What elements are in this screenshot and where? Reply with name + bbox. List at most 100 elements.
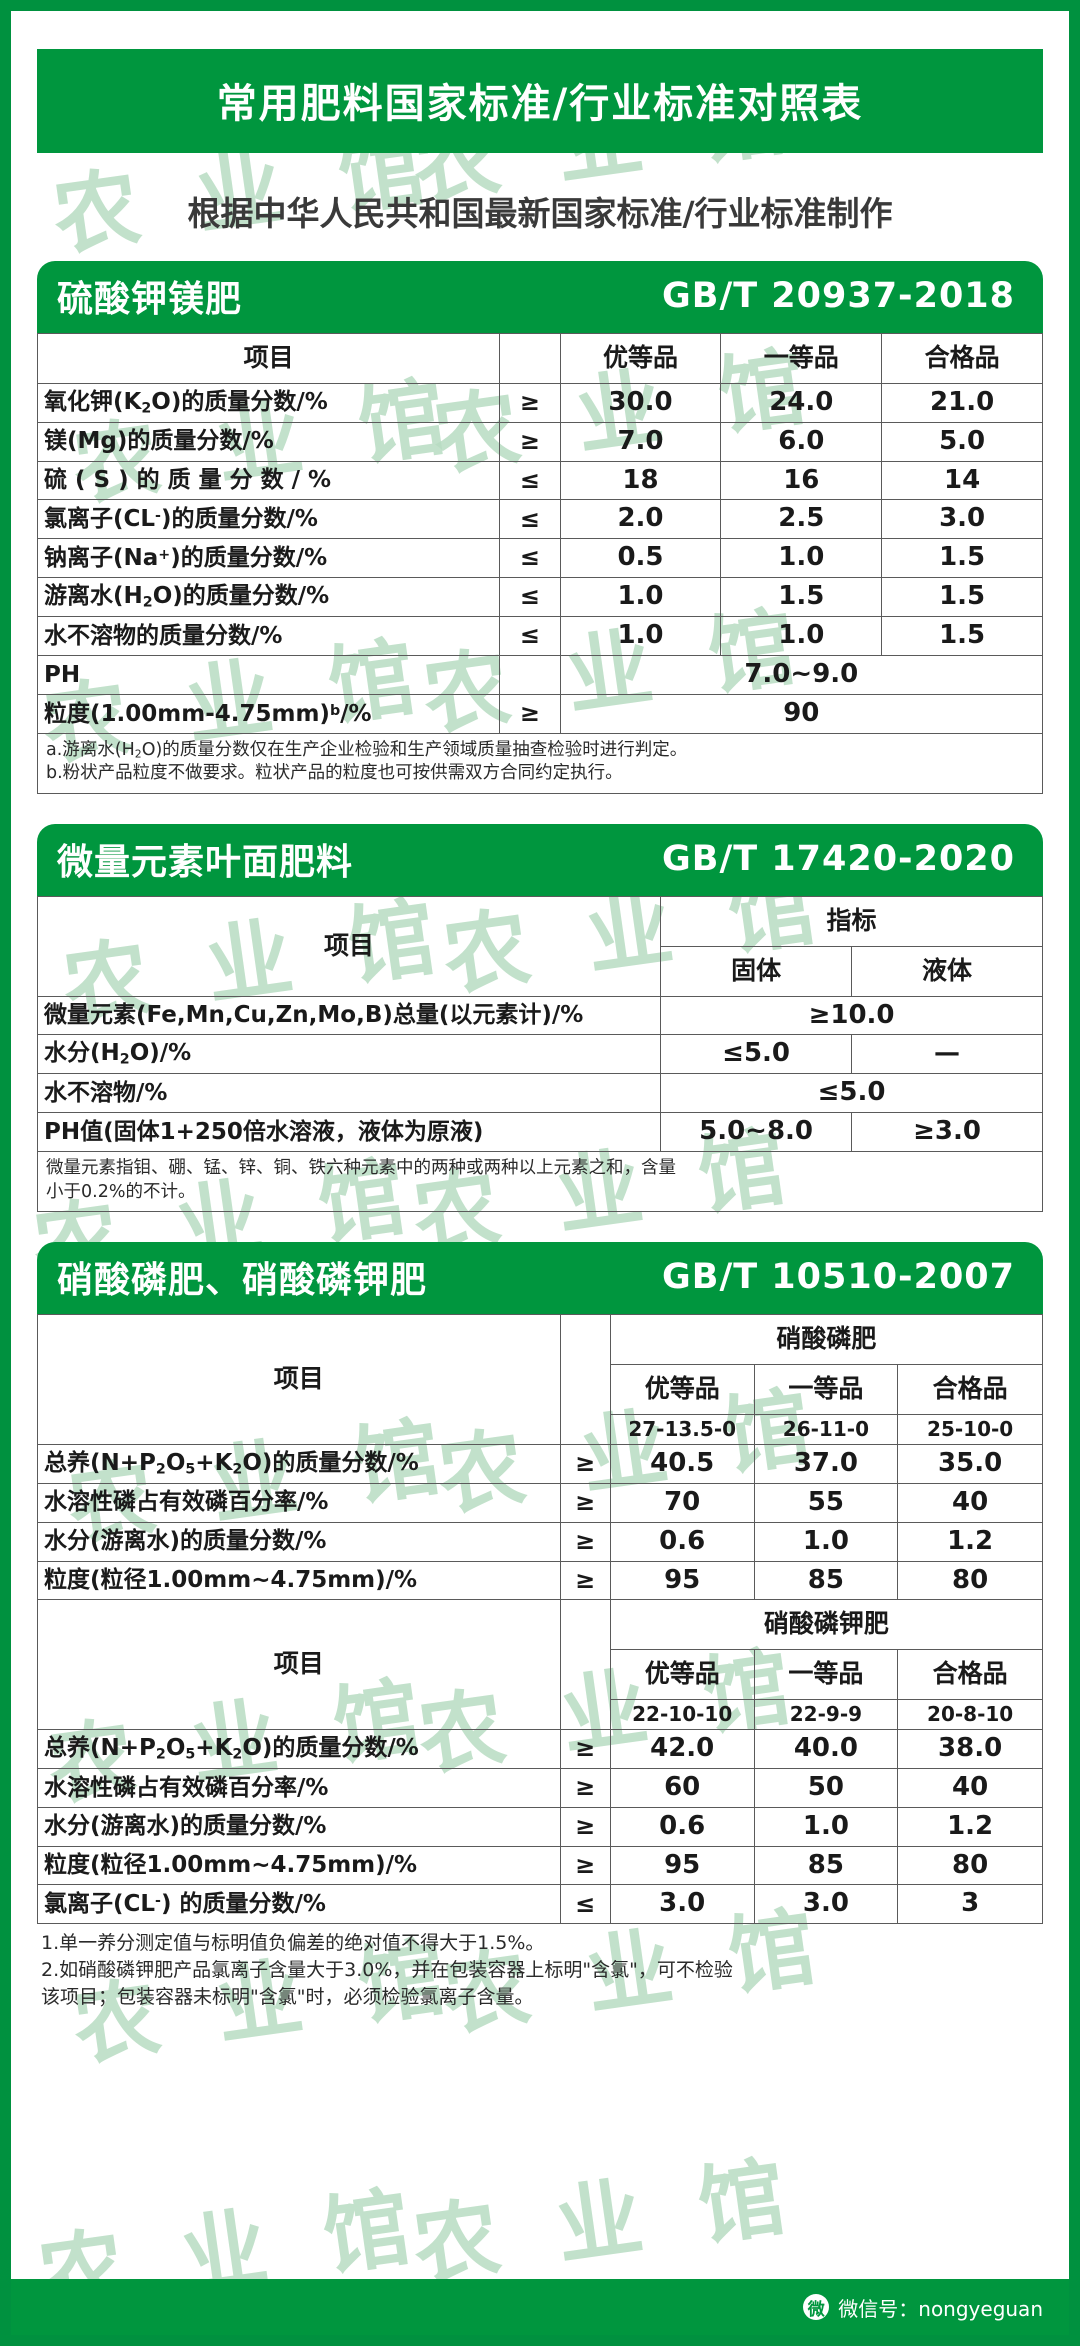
row-value-first: 50: [753, 1767, 899, 1808]
section-name: 硝酸磷肥、硝酸磷钾肥: [57, 1260, 428, 1302]
table-row: 水分(H2O)/% ≤5.0 —: [36, 1034, 1043, 1075]
row-value-qualified: 21.0: [881, 382, 1043, 423]
row-item: 水分(游离水)的质量分数/%: [37, 1806, 561, 1847]
row-item: 氯离子(CL-) 的质量分数/%: [37, 1884, 561, 1925]
row-value-qualified: 40: [897, 1767, 1043, 1808]
row-value-first: 37.0: [753, 1443, 899, 1484]
row-operator: ≤: [499, 460, 561, 501]
table-row: 水不溶物/% ≤5.0: [36, 1073, 1043, 1114]
table-row: 游离水(H2O)的质量分数/% ≤ 1.0 1.5 1.5: [36, 577, 1043, 618]
standards-table: 项目 优等品 一等品 合格品 氧化钾(K2O)的质量分数/% ≥ 30.0 24…: [36, 333, 1044, 734]
row-operator: ≥: [559, 1521, 611, 1562]
row-operator: ≥: [499, 693, 561, 734]
row-item: 水溶性磷占有效磷百分率/%: [37, 1767, 561, 1808]
section-potassium-magnesium-sulfate: 硫酸钾镁肥 GB/T 20937-2018 项目 优等品 一等品 合格品 氧化钾…: [36, 261, 1044, 795]
col-header-qualified: 合格品: [897, 1364, 1043, 1415]
row-value-first: 1.0: [753, 1521, 899, 1562]
row-value-premium: 2.0: [559, 499, 722, 540]
table-row: 水分(游离水)的质量分数/% ≥ 0.6 1.0 1.2: [37, 1521, 1043, 1562]
row-item: 粒度(粒径1.00mm~4.75mm)/%: [37, 1845, 561, 1886]
col-header-premium: 优等品: [609, 1649, 755, 1700]
row-item: 总养(N+P2O5+K2O)的质量分数/%: [37, 1728, 561, 1769]
row-value-premium: 70: [609, 1482, 755, 1523]
row-operator: ≤: [499, 577, 561, 618]
table-header-row: 27-13.5-0 26-11-0 25-10-0: [38, 1413, 1043, 1445]
row-value-premium: 95: [609, 1845, 755, 1886]
table-header-row: 项目 优等品 一等品 合格品: [36, 333, 1043, 384]
col-header-indicator: 指标: [660, 896, 1043, 947]
table-row: 粒度(粒径1.00mm~4.75mm)/% ≥ 95 85 80: [37, 1560, 1043, 1601]
row-value-first: 24.0: [720, 382, 883, 423]
col-header-item: 项目: [37, 1314, 561, 1445]
row-item: 水分(游离水)的质量分数/%: [37, 1521, 561, 1562]
row-item: 硫 ( S ) 的 质 量 分 数 / %: [36, 460, 501, 501]
wechat-account: 微 微信号：nongyeguan: [803, 2293, 1043, 2322]
row-operator: ≤: [499, 499, 561, 540]
row-value-premium: 18: [559, 460, 722, 501]
table-header-row: 项目 硝酸磷钾肥: [37, 1599, 1044, 1730]
row-operator: ≤: [559, 1884, 611, 1925]
grade-code-qualified: 25-10-0: [897, 1413, 1043, 1445]
row-value-first: 3.0: [753, 1884, 899, 1925]
row-value-span: 90: [559, 693, 1044, 734]
row-value-premium: 60: [609, 1767, 755, 1808]
note-line: b.粉状产品粒度不做要求。粒状产品的粒度也可按供需双方合同约定执行。: [46, 763, 623, 784]
row-value-first: 1.0: [720, 538, 883, 579]
row-value-premium: 7.0: [559, 421, 722, 462]
row-value-qualified: 1.5: [881, 538, 1043, 579]
section-header: 硝酸磷肥、硝酸磷钾肥 GB/T 10510-2007: [37, 1242, 1043, 1315]
row-operator: ≥: [559, 1845, 611, 1886]
row-value-qualified: 14: [881, 460, 1043, 501]
table-row: 氧化钾(K2O)的质量分数/% ≥ 30.0 24.0 21.0: [36, 382, 1043, 423]
table-row: 水分(游离水)的质量分数/% ≥ 0.6 1.0 1.2: [37, 1806, 1043, 1847]
row-value-first: 1.5: [720, 577, 883, 618]
row-item: 镁(Mg)的质量分数/%: [36, 421, 501, 462]
table-row: PH值(固体1+250倍水溶液，液体为原液) 5.0~8.0 ≥3.0: [36, 1112, 1043, 1153]
row-item: 水不溶物/%: [36, 1073, 662, 1114]
row-value-first: 2.5: [720, 499, 883, 540]
row-operator: [499, 654, 561, 695]
standards-table: 项目 硝酸磷肥 优等品 一等品 合格品 27-13.5-0 26-11-0 25…: [37, 1314, 1044, 1925]
row-item: 粒度(1.00mm-4.75mm)b/%: [36, 693, 501, 734]
table-notes: 微量元素指钼、硼、锰、锌、铜、铁六种元素中的两种或两种以上元素之和，含量 小于0…: [37, 1152, 1043, 1213]
row-value-span: ≥10.0: [660, 995, 1043, 1036]
col-header-liquid: 液体: [851, 945, 1043, 997]
row-value-first: 55: [753, 1482, 899, 1523]
row-value-first: 40.0: [753, 1728, 899, 1769]
row-value-qualified: 1.2: [897, 1521, 1043, 1562]
row-operator: ≤: [499, 616, 561, 656]
table-row: 粒度(粒径1.00mm~4.75mm)/% ≥ 95 85 80: [37, 1845, 1043, 1886]
row-value-solid: 5.0~8.0: [660, 1112, 853, 1153]
row-operator: ≥: [559, 1482, 611, 1523]
section-standard-code: GB/T 10510-2007: [662, 1257, 1015, 1298]
section-trace-element-foliar-fertilizer: 微量元素叶面肥料 GB/T 17420-2020 项目 指标 固体 液体 微量元…: [36, 824, 1043, 1213]
row-item: 水溶性磷占有效磷百分率/%: [37, 1482, 561, 1523]
col-header-op: [499, 333, 561, 384]
row-operator: ≥: [499, 421, 561, 462]
row-value-premium: 42.0: [609, 1728, 755, 1769]
standards-table: 项目 指标 固体 液体 微量元素(Fe,Mn,Cu,Zn,Mo,B)总量(以元素…: [36, 896, 1043, 1153]
row-operator: ≥: [559, 1728, 611, 1769]
row-value-qualified: 3: [897, 1884, 1043, 1925]
grade-code-premium: 27-13.5-0: [609, 1413, 755, 1445]
row-item: 粒度(粒径1.00mm~4.75mm)/%: [37, 1560, 561, 1601]
table-row: 硫 ( S ) 的 质 量 分 数 / % ≤ 18 16 14: [36, 460, 1043, 501]
table-header-row: 项目 指标: [36, 896, 1043, 997]
table-row: 钠离子(Na+)的质量分数/% ≤ 0.5 1.0 1.5: [36, 538, 1043, 579]
col-header-qualified: 合格品: [881, 333, 1043, 384]
row-value-first: 16: [720, 460, 883, 501]
col-header-item: 项目: [37, 1599, 561, 1730]
grade-code-first: 26-11-0: [753, 1413, 899, 1445]
col-header-item: 项目: [36, 333, 501, 384]
row-value-solid: ≤5.0: [660, 1034, 853, 1075]
row-item: 游离水(H2O)的质量分数/%: [36, 577, 501, 618]
row-value-qualified: 40: [897, 1482, 1043, 1523]
row-value-qualified: 5.0: [881, 421, 1043, 462]
row-item: 钠离子(Na+)的质量分数/%: [36, 538, 501, 579]
row-value-premium: 3.0: [609, 1884, 755, 1925]
grade-code-qualified: 20-8-10: [897, 1698, 1043, 1730]
table-row: 微量元素(Fe,Mn,Cu,Zn,Mo,B)总量(以元素计)/% ≥10.0: [36, 995, 1043, 1036]
table-row: 水溶性磷占有效磷百分率/% ≥ 70 55 40: [37, 1482, 1043, 1523]
row-value-qualified: 38.0: [897, 1728, 1043, 1769]
table-row: 总养(N+P2O5+K2O)的质量分数/% ≥ 40.5 37.0 35.0: [37, 1443, 1043, 1484]
